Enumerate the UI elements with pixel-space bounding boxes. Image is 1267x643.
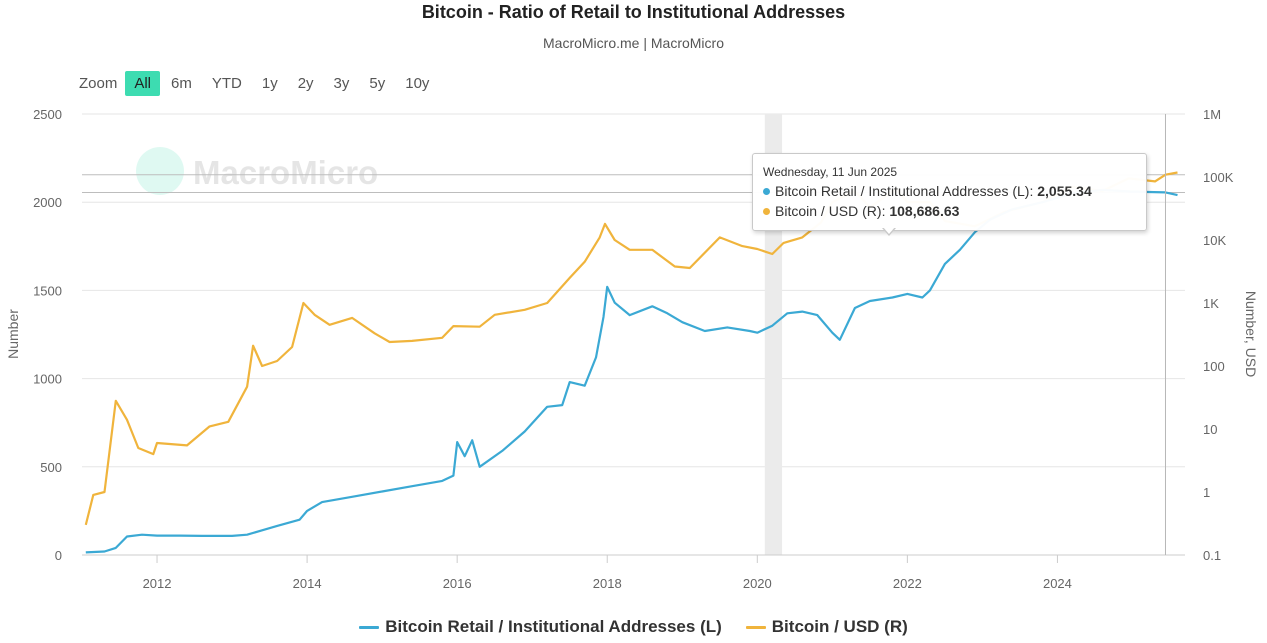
legend-item-btc[interactable]: Bitcoin / USD (R) — [745, 617, 908, 637]
right-tick-label-1: 1 — [1203, 485, 1210, 500]
zoom-6m-button[interactable]: 6m — [171, 75, 192, 92]
tooltip-row-btc: Bitcoin / USD (R): 108,686.63 — [763, 203, 959, 219]
tooltip-arrow-inner — [883, 227, 895, 234]
x-tick-label-3: 2018 — [593, 576, 622, 591]
x-tick-label-6: 2024 — [1043, 576, 1072, 591]
right-axis-title: Number, USD — [1243, 291, 1259, 377]
left-tick-label-1: 500 — [40, 460, 62, 475]
x-tick-label-1: 2014 — [293, 576, 322, 591]
right-axis: 0.1 1 10 100 1K 10K 100K 1M — [1203, 107, 1234, 563]
tooltip-label-btc: Bitcoin / USD (R): — [775, 203, 886, 219]
series-line-retail — [85, 188, 1178, 554]
right-tick-label-2: 10 — [1203, 422, 1217, 437]
zoom-ytd-button[interactable]: YTD — [211, 75, 242, 92]
left-tick-label-0: 0 — [55, 548, 62, 563]
zoom-3y-button[interactable]: 3y — [333, 75, 350, 92]
left-tick-label-2: 1000 — [33, 372, 62, 387]
tooltip-label-retail: Bitcoin Retail / Institutional Addresses… — [775, 183, 1034, 199]
left-tick-label-5: 2500 — [33, 107, 62, 122]
right-tick-label-6: 100K — [1203, 170, 1234, 185]
left-axis-title: Number — [5, 309, 21, 359]
tooltip-value-retail: 2,055.34 — [1037, 183, 1092, 199]
left-axis: 0 500 1000 1500 2000 2500 — [33, 107, 62, 563]
tooltip: Wednesday, 11 Jun 2025 Bitcoin Retail / … — [752, 153, 1147, 231]
right-tick-label-5: 10K — [1203, 233, 1226, 248]
zoom-label: Zoom — [79, 75, 118, 92]
watermark: MacroMicro — [136, 147, 378, 195]
tooltip-dot-btc — [763, 208, 770, 215]
legend: Bitcoin Retail / Institutional Addresses… — [0, 617, 1267, 637]
left-tick-label-3: 1500 — [33, 283, 62, 298]
right-tick-label-4: 1K — [1203, 296, 1219, 311]
zoom-5y-button[interactable]: 5y — [369, 75, 386, 92]
chart-subtitle: MacroMicro.me | MacroMicro — [543, 35, 724, 51]
right-tick-label-7: 1M — [1203, 107, 1221, 122]
zoom-2y-button[interactable]: 2y — [297, 75, 314, 92]
legend-item-retail[interactable]: Bitcoin Retail / Institutional Addresses… — [359, 617, 722, 637]
right-tick-label-0: 0.1 — [1203, 548, 1221, 563]
legend-label-btc: Bitcoin / USD (R) — [771, 617, 908, 636]
zoom-selector: Zoom All 6m YTD 1y 2y 3y 5y 10y — [79, 71, 440, 96]
tooltip-dot-retail — [763, 188, 770, 195]
x-tick-label-5: 2022 — [893, 576, 922, 591]
chart-plot: MacroMicro 2012 2014 2016 2018 2020 2022 2024 … — [5, 107, 1259, 591]
x-tick-label-0: 2012 — [143, 576, 172, 591]
x-axis: 2012 2014 2016 2018 2020 2022 2024 — [82, 554, 1185, 591]
x-tick-label-2: 2016 — [443, 576, 472, 591]
x-tick-label-4: 2020 — [743, 576, 772, 591]
watermark-text: MacroMicro — [193, 154, 378, 191]
left-tick-label-4: 2000 — [33, 195, 62, 210]
zoom-1y-button[interactable]: 1y — [261, 75, 278, 92]
zoom-all-button[interactable]: All — [125, 71, 161, 96]
legend-swatch-btc — [745, 625, 766, 629]
right-tick-label-3: 100 — [1203, 359, 1225, 374]
tooltip-value-btc: 108,686.63 — [889, 203, 960, 219]
legend-swatch-retail — [359, 625, 380, 629]
tooltip-date: Wednesday, 11 Jun 2025 — [763, 165, 898, 179]
chart-title: Bitcoin - Ratio of Retail to Institution… — [421, 2, 846, 22]
zoom-10y-button[interactable]: 10y — [405, 75, 430, 92]
legend-label-retail: Bitcoin Retail / Institutional Addresses… — [385, 617, 722, 636]
watermark-logo-icon — [136, 147, 184, 195]
tooltip-row-retail: Bitcoin Retail / Institutional Addresses… — [763, 183, 1092, 199]
